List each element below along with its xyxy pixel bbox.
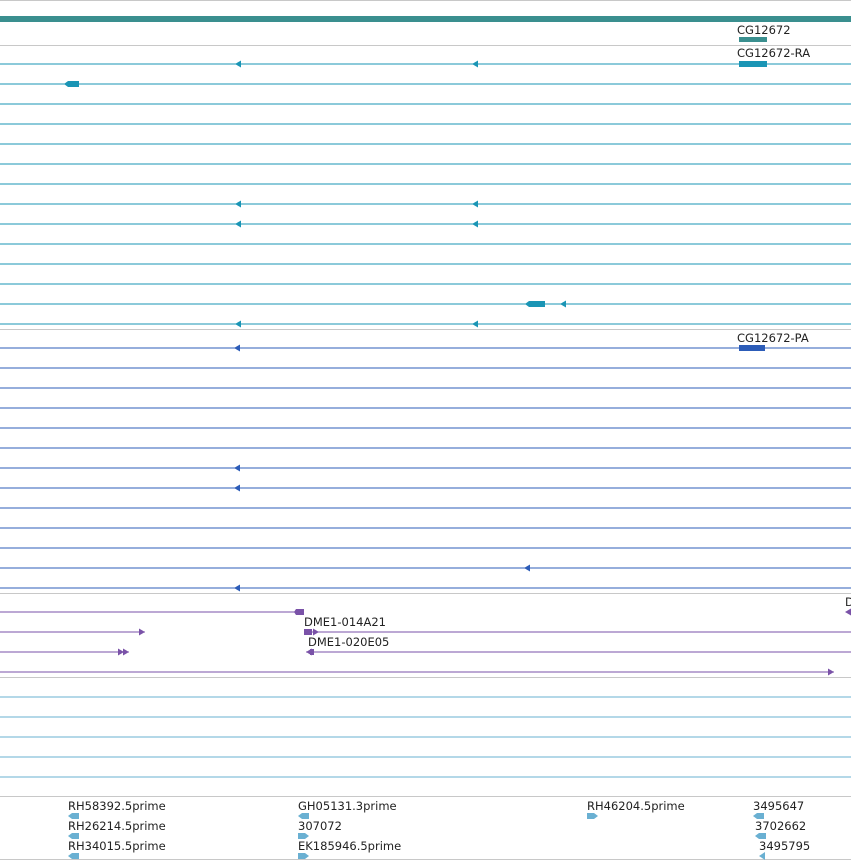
rna-arrow-left-icon [472, 200, 478, 208]
gene-track: CG12672 [0, 16, 851, 42]
protein-arrow-left-icon [234, 484, 240, 492]
est-label[interactable]: EK185946.5prime [298, 839, 401, 853]
est-arrow-left-icon [759, 852, 765, 860]
clone-label[interactable]: DME1-014A21 [304, 615, 386, 629]
est-block[interactable] [298, 813, 309, 819]
rna-arrow-left-icon [235, 220, 241, 228]
clone-arrow-right-icon [828, 668, 834, 676]
rna-arrow-left-icon [472, 320, 478, 328]
clone-block[interactable] [304, 629, 312, 635]
est-block[interactable] [298, 853, 309, 859]
est-track: RH58392.5prime RH26214.5prime RH34015.5p… [0, 696, 851, 860]
est-label[interactable]: RH26214.5prime [68, 819, 166, 833]
clone-arrow-right-icon [123, 648, 129, 656]
rna-arrow-left-icon [235, 200, 241, 208]
rna-arrow-left-icon [472, 220, 478, 228]
est-block[interactable] [587, 813, 598, 819]
rna-exon-block[interactable] [525, 301, 545, 307]
clone-arrow-right-icon [118, 648, 124, 656]
rna-exon-block[interactable] [64, 81, 79, 87]
clone-arrow-left-icon [845, 608, 851, 616]
genome-bar [0, 16, 851, 22]
est-block[interactable] [755, 833, 766, 839]
est-label[interactable]: RH46204.5prime [587, 799, 685, 813]
rna-arrow-left-icon [235, 320, 241, 328]
rna-transcript-track: CG12672-RA [0, 46, 851, 328]
clone-track: DME1-014A21 DME1-020E05 D [0, 595, 851, 676]
rna-arrow-left-icon [560, 300, 566, 308]
est-label[interactable]: 307072 [298, 819, 342, 833]
clone-label[interactable]: DME1-020E05 [308, 635, 389, 649]
clone-arrow-right-icon [313, 628, 319, 636]
rna-transcript-label[interactable]: CG12672-RA [737, 46, 810, 60]
protein-track: CG12672-PA [0, 331, 851, 592]
est-block[interactable] [68, 813, 79, 819]
est-block[interactable] [68, 833, 79, 839]
rna-arrow-left-icon [472, 60, 478, 68]
protein-label[interactable]: CG12672-PA [737, 331, 809, 345]
est-block[interactable] [68, 853, 79, 859]
clone-arrow-right-icon [139, 628, 145, 636]
protein-arrow-left-icon [234, 344, 240, 352]
clone-block[interactable] [310, 649, 314, 655]
gene-label[interactable]: CG12672 [737, 23, 791, 37]
est-block[interactable] [753, 813, 764, 819]
protein-arrow-left-icon [524, 564, 530, 572]
est-label[interactable]: RH34015.5prime [68, 839, 166, 853]
est-block[interactable] [298, 833, 309, 839]
est-label[interactable]: RH58392.5prime [68, 799, 166, 813]
gene-feature[interactable] [739, 37, 767, 42]
est-label[interactable]: 3702662 [755, 819, 806, 833]
protein-arrow-left-icon [234, 584, 240, 592]
est-label[interactable]: 3495795 [759, 839, 810, 853]
clone-block[interactable] [294, 609, 304, 615]
rna-arrow-left-icon [235, 60, 241, 68]
protein-arrow-left-icon [234, 464, 240, 472]
clone-label[interactable]: D [845, 595, 851, 609]
est-label[interactable]: GH05131.3prime [298, 799, 397, 813]
est-label[interactable]: 3495647 [753, 799, 804, 813]
